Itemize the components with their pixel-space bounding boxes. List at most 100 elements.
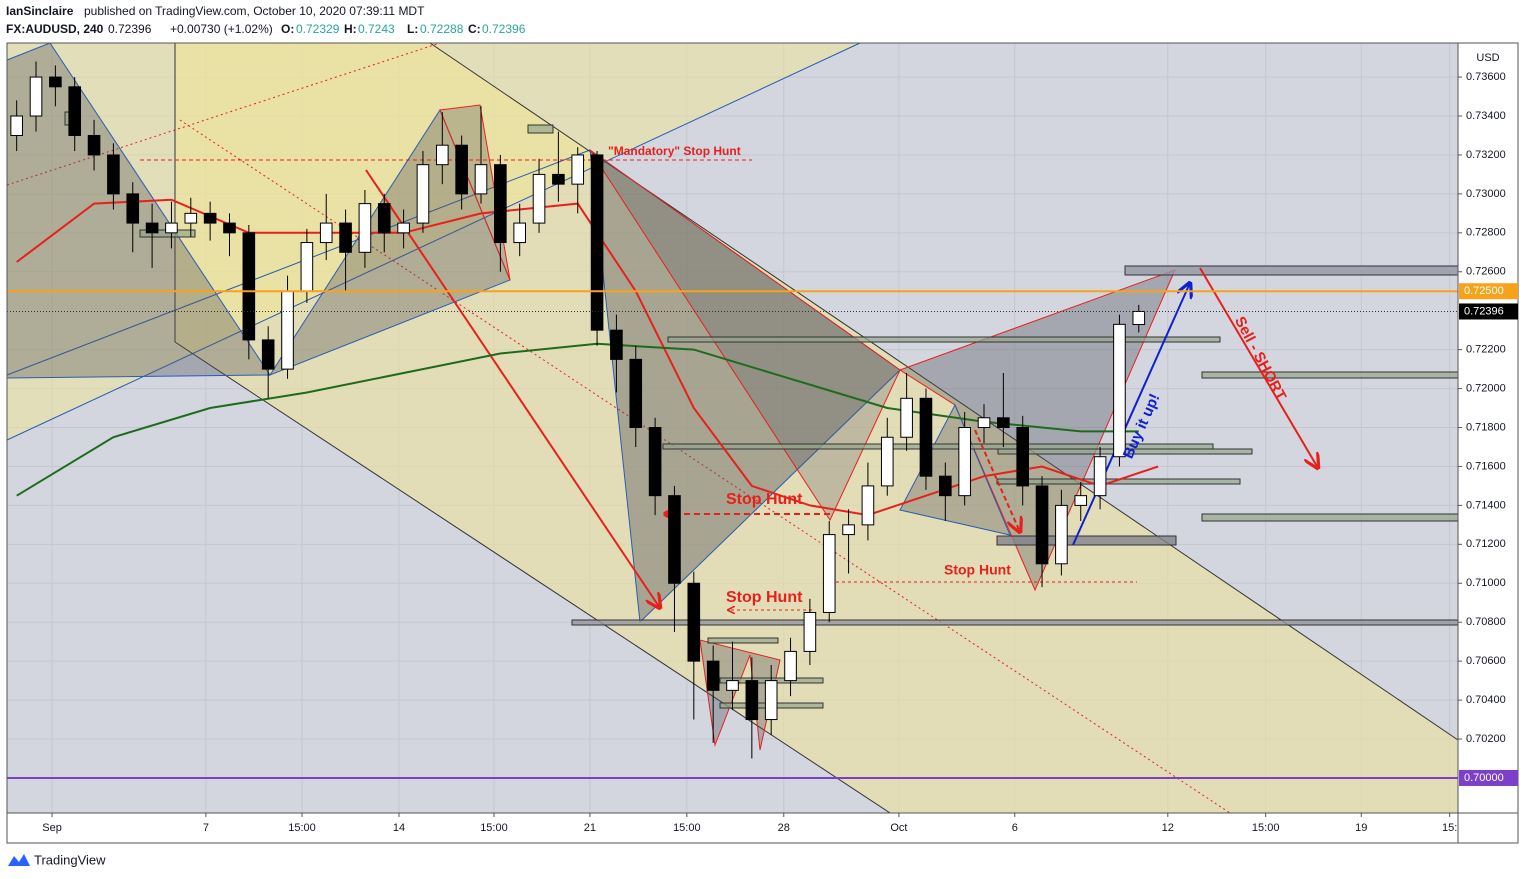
ohlc-label: L: bbox=[407, 22, 418, 36]
candle-body bbox=[745, 680, 759, 721]
x-tick-label: 15:00 bbox=[288, 822, 316, 834]
y-tick-label: 0.73000 bbox=[1466, 188, 1506, 200]
annotation: Stop Hunt bbox=[726, 491, 803, 508]
candle-body bbox=[126, 193, 140, 224]
candle-body bbox=[242, 232, 256, 341]
candle-body bbox=[377, 203, 391, 234]
arrow bbox=[1072, 283, 1190, 546]
candle-body bbox=[629, 358, 643, 429]
candle-body bbox=[435, 144, 449, 166]
y-tick-label: 0.72800 bbox=[1466, 227, 1506, 239]
candle-body bbox=[145, 222, 159, 234]
y-tick-label: 0.71400 bbox=[1466, 499, 1506, 511]
candle-body bbox=[552, 173, 565, 185]
candle-body bbox=[764, 680, 778, 721]
x-tick-label: 7 bbox=[203, 822, 209, 834]
candle-body bbox=[184, 212, 198, 224]
published: published on TradingView.com, October 10… bbox=[84, 4, 425, 18]
price-label: 0.70000 bbox=[1464, 772, 1504, 784]
candle-body bbox=[726, 680, 739, 691]
axes: 0.73600 0.73400 0.73200 0.73000 0.72800 0.726… bbox=[42, 71, 1518, 834]
candle-body bbox=[474, 164, 488, 195]
candle-body bbox=[571, 154, 585, 185]
annotation: Stop Hunt bbox=[944, 562, 1011, 578]
header: FX:AUDUSD, 240 0.72396 +0.00730 (+1.02%)… bbox=[6, 22, 526, 36]
pattern bbox=[898, 269, 1176, 592]
annotation: "Mandatory" Stop Hunt bbox=[608, 144, 741, 158]
publisher: IanSinclaire bbox=[6, 4, 74, 18]
x-tick-label: 15: bbox=[1442, 822, 1457, 834]
price-axis bbox=[1458, 43, 1525, 843]
y-tick-label: 0.72000 bbox=[1466, 382, 1506, 394]
price-label: 0.72500 bbox=[1464, 285, 1504, 297]
candle-body bbox=[494, 164, 507, 244]
candle-body bbox=[880, 436, 894, 487]
candle-body bbox=[261, 339, 275, 370]
candle-body bbox=[29, 76, 43, 117]
candle-body bbox=[203, 212, 217, 224]
candle-body bbox=[1055, 504, 1068, 565]
candle-body bbox=[107, 154, 120, 195]
candle-body bbox=[513, 222, 526, 244]
candle-body bbox=[919, 397, 933, 477]
y-tick-label: 0.71600 bbox=[1466, 460, 1506, 472]
y-tick-label: 0.70200 bbox=[1466, 733, 1506, 745]
price-lines bbox=[7, 290, 1458, 779]
last-price: 0.72396 bbox=[108, 22, 152, 36]
level-box bbox=[707, 637, 779, 644]
ohlc-value: 0.7243 bbox=[358, 22, 395, 36]
level-box bbox=[571, 619, 1459, 626]
candle-body bbox=[706, 660, 720, 691]
ohlc-label: O: bbox=[281, 22, 294, 36]
y-tick-label: 0.72200 bbox=[1466, 344, 1506, 356]
y-tick-label: 0.70400 bbox=[1466, 694, 1506, 706]
candle-body bbox=[1132, 310, 1146, 326]
x-tick-label: 15:00 bbox=[673, 822, 701, 834]
candle-body bbox=[648, 427, 662, 497]
candle-body bbox=[1093, 456, 1107, 497]
ohlc-label: H: bbox=[344, 22, 357, 36]
candle-body bbox=[223, 222, 236, 234]
candle-body bbox=[339, 222, 352, 253]
x-tick-label: 12 bbox=[1162, 822, 1174, 834]
candle-body bbox=[822, 534, 836, 613]
candle-body bbox=[610, 329, 623, 360]
candle-body bbox=[803, 611, 817, 652]
candle-body bbox=[10, 115, 23, 136]
level-box bbox=[662, 443, 1214, 450]
x-tick-label: 15:00 bbox=[480, 822, 508, 834]
price-label-bg bbox=[1459, 769, 1518, 786]
candle-body bbox=[165, 222, 178, 234]
candle-body bbox=[861, 485, 875, 526]
x-tick-label: 28 bbox=[778, 822, 790, 834]
candle-body bbox=[977, 417, 991, 429]
candle-body bbox=[668, 495, 681, 584]
x-tick-label: Oct bbox=[890, 822, 907, 834]
y-tick-label: 0.73200 bbox=[1466, 149, 1506, 161]
y-tick-label: 0.70600 bbox=[1466, 655, 1506, 667]
x-tick-label: Sep bbox=[42, 822, 62, 834]
candle-body bbox=[319, 222, 333, 244]
level-box bbox=[1201, 371, 1459, 379]
level-box bbox=[527, 124, 554, 134]
candle-body bbox=[997, 417, 1010, 429]
price-label-bg bbox=[1459, 303, 1518, 320]
candle-body bbox=[300, 242, 314, 292]
annotation: Stop Hunt bbox=[726, 589, 803, 606]
candle-body bbox=[784, 650, 797, 682]
level-box bbox=[1201, 513, 1459, 522]
candle-body bbox=[87, 134, 101, 156]
candle-body bbox=[687, 582, 701, 662]
candle-body bbox=[590, 154, 604, 331]
y-tick-label: 0.71800 bbox=[1466, 421, 1506, 433]
candles bbox=[10, 61, 1146, 759]
y-tick-label: 0.70800 bbox=[1466, 616, 1506, 628]
candle-body bbox=[455, 144, 468, 195]
candle-body bbox=[397, 222, 410, 234]
x-tick-label: 14 bbox=[393, 822, 405, 834]
brand: TradingView bbox=[34, 852, 106, 867]
x-tick-label: 19 bbox=[1355, 822, 1367, 834]
level-box bbox=[667, 336, 1221, 343]
candle-body bbox=[416, 164, 430, 224]
